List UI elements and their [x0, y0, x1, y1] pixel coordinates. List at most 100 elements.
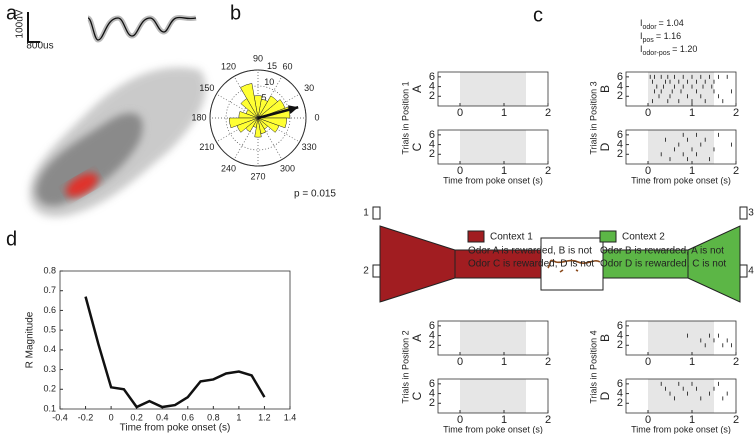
y-tick-label: 0.2: [43, 384, 56, 394]
panel-label: d: [6, 228, 17, 250]
port: [372, 264, 381, 278]
stat-value: = 1.16: [656, 31, 681, 41]
odor-label: B: [598, 334, 612, 342]
y-tick-label: 4: [617, 80, 623, 92]
x-axis-label: Time from poke onset (s): [443, 424, 543, 434]
odor-label: A: [410, 85, 424, 93]
waveform: [87, 16, 197, 41]
x-tick-label: 1: [689, 107, 695, 119]
y-tick-label: 2: [617, 397, 623, 409]
x-tick-label: 1: [501, 107, 507, 119]
axes-frame: [59, 270, 291, 410]
odor-label: D: [598, 391, 612, 400]
x-tick-label: 0: [457, 107, 463, 119]
x-tick-label: 0.2: [130, 412, 143, 422]
p-value: p = 0.015: [294, 189, 336, 200]
y-tick-label: 6: [617, 129, 623, 141]
stimulus-shade: [648, 130, 714, 164]
axes-frame: [437, 378, 549, 414]
stimulus-shade: [460, 379, 526, 413]
x-tick-label: 1.4: [284, 412, 297, 422]
y-tick-label: 4: [617, 329, 623, 341]
port-label: 3: [748, 208, 754, 219]
axes-frame: [437, 71, 549, 107]
stimulus-shade: [648, 72, 714, 106]
y-tick-label: 0.4: [43, 344, 56, 354]
y-tick-label: 2: [617, 339, 623, 351]
y-tick-label: 6: [429, 320, 435, 332]
x-tick-label: 2: [545, 356, 551, 368]
x-axis-label: Time from poke onset (s): [120, 423, 231, 434]
y-axis-label: Trials in Position 1: [400, 81, 410, 154]
theta-grid: [233, 117, 259, 160]
x-tick-label: 0.8: [207, 412, 220, 422]
theta-tick-label: 0: [314, 112, 319, 122]
theta-tick-label: 300: [280, 163, 295, 173]
stat: Ipos = 1.16: [640, 31, 681, 43]
y-axis-label: Trials in Position 2: [400, 330, 410, 403]
maze-arm: [687, 225, 741, 303]
wedge: [245, 117, 259, 133]
stat-value: = 1.04: [659, 18, 684, 28]
y-tick-label: 0.3: [43, 364, 56, 374]
theta-grid: [216, 117, 259, 143]
maze-diagram: 1 2 3 4 Context 1 Odor A is rewarded, B …: [363, 206, 754, 303]
r-tick-label: 10: [264, 77, 274, 87]
x-tick-label: 0.6: [182, 412, 195, 422]
theta-tick-label: 120: [221, 61, 236, 71]
y-tick-label: 0.7: [43, 285, 56, 295]
odor-label: D: [598, 142, 612, 151]
axes-frame: [625, 71, 737, 107]
scale-bar: [27, 12, 40, 43]
axes-frame: [625, 320, 737, 356]
y-tick-label: 6: [429, 129, 435, 141]
x-tick-label: 2: [545, 414, 551, 426]
port: [739, 206, 748, 220]
axes-frame: [625, 378, 737, 414]
panel-label: b: [230, 2, 241, 24]
y-tick-label: 4: [429, 329, 435, 341]
x-tick-label: 0: [457, 414, 463, 426]
y-tick-label: 2: [429, 339, 435, 351]
y-tick-label: 0.6: [43, 305, 56, 315]
stat-sub: pos: [643, 37, 655, 44]
wedge: [240, 98, 259, 119]
r-tick-label: 5: [261, 93, 266, 103]
y-tick-label: 4: [429, 387, 435, 399]
scale-label: 800us: [26, 41, 53, 52]
legend-swatch: [467, 230, 485, 243]
x-tick-label: 0: [457, 356, 463, 368]
scatter-core: [36, 113, 143, 206]
axes-frame: [437, 129, 549, 165]
stat-symbol: I: [640, 31, 643, 41]
stat-value: = 1.20: [672, 44, 697, 54]
stimulus-shade: [648, 379, 714, 413]
x-tick-label: 0: [109, 412, 114, 422]
x-tick-label: 1: [501, 356, 507, 368]
axes-frame: [625, 129, 737, 165]
context-text: Odor B is rewarded, A is not: [600, 246, 724, 257]
y-tick-label: 2: [617, 90, 623, 102]
y-axis-label: R Magnitude: [25, 311, 36, 368]
context-text: Odor D is rewarded, C is not: [600, 259, 726, 270]
r-tick-label: 15: [267, 61, 277, 71]
x-tick-label: 0.4: [156, 412, 169, 422]
stat-sub: odor-pos: [643, 50, 671, 57]
x-tick-label: 1: [689, 414, 695, 426]
theta-grid: [216, 93, 259, 119]
y-tick-label: 6: [617, 320, 623, 332]
x-tick-label: 0: [645, 107, 651, 119]
x-axis-label: Time from poke onset (s): [631, 424, 731, 434]
y-tick-label: 4: [429, 80, 435, 92]
x-tick-label: 1: [689, 165, 695, 177]
odor-label: C: [410, 142, 424, 151]
x-tick-label: 0: [645, 356, 651, 368]
x-tick-label: -0.2: [78, 412, 94, 422]
x-tick-label: 1: [501, 165, 507, 177]
y-tick-label: 2: [617, 148, 623, 160]
odor-label: C: [410, 391, 424, 400]
y-tick-label: 4: [617, 138, 623, 150]
arrow-head: [288, 105, 299, 115]
stat: Iodor-pos = 1.20: [640, 44, 697, 56]
x-tick-label: 2: [733, 107, 739, 119]
